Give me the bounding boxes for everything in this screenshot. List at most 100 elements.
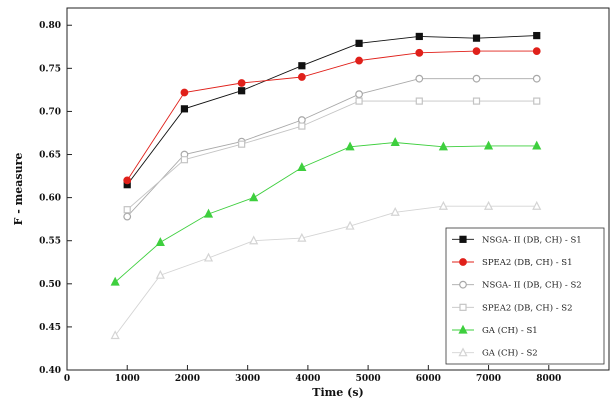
data-point xyxy=(415,97,423,105)
data-point xyxy=(390,206,400,216)
data-point xyxy=(355,39,363,47)
x-tick-label: 0 xyxy=(64,374,70,384)
data-point xyxy=(390,137,400,147)
series-layer xyxy=(110,31,542,340)
series-4 xyxy=(123,97,541,214)
data-point xyxy=(345,141,355,151)
data-point xyxy=(110,330,120,340)
legend-item: GA (CH) - S1 xyxy=(452,324,538,336)
series-line xyxy=(126,50,537,181)
data-point xyxy=(532,200,542,210)
series-5 xyxy=(110,137,542,286)
axis-ticks: 0 1000 2000 3000 4000 5000 6000 7000 8000 0.40 0.4… xyxy=(39,21,561,384)
x-axis-title: Time (s) xyxy=(312,386,363,399)
data-point xyxy=(483,200,494,210)
data-point xyxy=(472,34,481,42)
legend-label: GA (CH) - S2 xyxy=(482,348,538,359)
data-point xyxy=(355,90,363,99)
legend-label: NSGA- II (DB, CH) - S1 xyxy=(482,234,582,245)
data-point xyxy=(532,140,542,150)
legend-marker xyxy=(458,324,468,334)
data-point xyxy=(297,232,307,242)
data-point xyxy=(180,88,189,97)
legend-marker xyxy=(459,280,467,289)
x-tick-label: 7000 xyxy=(476,374,501,384)
y-tick-label: 0.65 xyxy=(39,151,61,161)
legend-label: GA (CH) - S1 xyxy=(482,325,538,336)
x-tick-label: 5000 xyxy=(356,374,381,384)
data-point xyxy=(180,105,189,113)
x-tick-label: 2000 xyxy=(175,374,200,384)
data-point xyxy=(249,235,259,245)
legend-box xyxy=(445,227,605,365)
legend-item: SPEA2 (DB, CH) - S1 xyxy=(452,257,573,268)
data-point xyxy=(532,74,541,83)
data-point xyxy=(203,208,214,218)
data-point xyxy=(155,269,165,279)
series-line xyxy=(126,78,537,217)
series-line xyxy=(126,100,537,211)
data-point xyxy=(438,200,448,210)
data-point xyxy=(415,74,424,83)
y-tick-label: 0.55 xyxy=(39,237,61,247)
legend-marker xyxy=(459,303,467,311)
legend-item: NSGA- II (DB, CH) - S2 xyxy=(452,280,582,291)
y-tick-label: 0.70 xyxy=(39,107,61,117)
y-tick-label: 0.60 xyxy=(39,194,61,204)
y-tick-label: 0.50 xyxy=(39,280,61,290)
data-point xyxy=(110,276,120,286)
x-tick-label: 3000 xyxy=(235,374,260,384)
x-tick-label: 8000 xyxy=(536,374,561,384)
data-point xyxy=(123,212,132,221)
data-point xyxy=(483,140,494,150)
data-point xyxy=(472,47,481,55)
legend-marker xyxy=(459,258,467,266)
data-point xyxy=(238,140,246,148)
data-point xyxy=(155,237,165,247)
data-point xyxy=(298,122,306,130)
data-point xyxy=(355,97,363,105)
data-point xyxy=(415,48,424,57)
series-line xyxy=(126,35,537,185)
series-2 xyxy=(123,47,541,185)
legend-marker xyxy=(459,235,467,243)
x-tick-label: 1000 xyxy=(115,374,140,384)
series-1 xyxy=(123,31,541,189)
legend: NSGA- II (DB, CH) - S1 SPEA2 (DB, CH) - S… xyxy=(445,227,605,365)
data-point xyxy=(532,47,541,55)
data-point xyxy=(533,31,541,40)
data-point xyxy=(533,97,541,105)
data-point xyxy=(298,62,306,70)
x-tick-label: 6000 xyxy=(416,374,441,384)
y-tick-label: 0.40 xyxy=(39,366,61,376)
series-line xyxy=(114,205,537,336)
data-point xyxy=(472,74,481,83)
y-tick-label: 0.80 xyxy=(39,21,61,31)
series-3 xyxy=(123,74,541,221)
data-point xyxy=(472,97,481,105)
series-line xyxy=(114,142,537,283)
data-point xyxy=(297,116,306,124)
y-axis-title: F - measure xyxy=(12,153,25,226)
y-tick-label: 0.75 xyxy=(39,64,61,74)
series-6 xyxy=(110,200,542,340)
data-point xyxy=(415,32,423,41)
legend-item: SPEA2 (DB, CH) - S2 xyxy=(452,302,573,313)
legend-label: SPEA2 (DB, CH) - S2 xyxy=(482,302,573,313)
legend-item: NSGA- II (DB, CH) - S1 xyxy=(452,234,582,245)
data-point xyxy=(180,156,189,164)
data-point xyxy=(438,141,448,151)
y-tick-label: 0.45 xyxy=(39,323,61,333)
data-point xyxy=(249,192,259,202)
data-point xyxy=(238,87,246,95)
legend-label: NSGA- II (DB, CH) - S2 xyxy=(482,280,582,291)
data-point xyxy=(297,73,306,81)
legend-marker xyxy=(458,347,468,357)
data-point xyxy=(203,252,214,262)
data-point xyxy=(355,56,363,65)
x-tick-label: 4000 xyxy=(295,374,320,384)
data-point xyxy=(345,220,355,230)
data-point xyxy=(123,176,132,185)
plot-frame xyxy=(66,7,610,371)
